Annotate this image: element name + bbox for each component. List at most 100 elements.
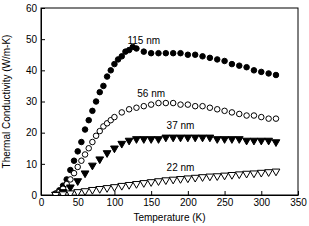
data-point <box>207 55 213 61</box>
y-tick: 0 <box>31 190 45 201</box>
x-tick-label: 350 <box>290 197 307 208</box>
data-point <box>140 137 148 144</box>
data-point <box>222 58 228 64</box>
data-point <box>257 170 265 177</box>
data-point <box>155 137 163 144</box>
data-point <box>236 111 242 117</box>
plot: 0501001502002503003500102030405060115 nm… <box>26 3 307 208</box>
data-point <box>134 105 140 111</box>
data-point <box>147 137 155 144</box>
y-tick: 10 <box>26 159 45 170</box>
data-point <box>71 170 77 176</box>
y-tick-mark <box>41 102 45 103</box>
data-point <box>266 116 272 122</box>
data-point <box>156 50 162 56</box>
x-tick-label: 200 <box>180 197 197 208</box>
data-point <box>257 138 265 145</box>
x-tick: 300 <box>253 191 270 208</box>
y-tick-label: 50 <box>26 34 38 45</box>
data-point <box>244 64 250 70</box>
data-point <box>81 189 89 195</box>
x-tick: 250 <box>217 191 234 208</box>
data-point <box>104 74 110 80</box>
x-tick-mark <box>151 191 152 195</box>
y-tick-mark <box>41 8 45 9</box>
data-point <box>148 50 154 56</box>
series <box>52 135 280 195</box>
data-point <box>184 176 192 183</box>
y-axis: 0102030405060 <box>26 3 45 201</box>
data-point <box>265 138 273 145</box>
y-tick-label: 0 <box>31 190 37 201</box>
series-label: 115 nm <box>127 35 160 46</box>
data-point <box>96 157 104 164</box>
series-label: 22 nm <box>167 162 195 173</box>
data-point <box>79 139 85 145</box>
data-point <box>133 182 141 189</box>
data-point <box>185 52 191 58</box>
data-point <box>162 135 170 142</box>
data-point <box>111 185 119 192</box>
data-point <box>178 102 184 108</box>
data-point <box>147 180 155 187</box>
data-point <box>141 103 147 109</box>
series <box>52 169 280 195</box>
data-point <box>101 83 107 89</box>
series <box>53 44 279 195</box>
y-tick-mark <box>41 195 45 196</box>
data-point <box>141 49 147 55</box>
y-tick: 30 <box>26 96 45 107</box>
y-tick-label: 30 <box>26 96 38 107</box>
x-tick-label: 0 <box>39 197 45 208</box>
data-point <box>90 139 96 145</box>
data-point <box>185 102 191 108</box>
data-point <box>206 174 214 181</box>
y-tick: 20 <box>26 127 45 138</box>
data-point <box>118 141 126 148</box>
data-point <box>125 182 133 189</box>
data-point <box>89 163 97 170</box>
data-point <box>155 179 163 186</box>
plot-frame <box>41 8 298 195</box>
data-point <box>148 102 154 108</box>
data-point <box>108 68 114 74</box>
data-point <box>170 50 176 56</box>
data-point <box>75 164 81 170</box>
data-point <box>75 149 81 155</box>
data-point <box>66 191 74 195</box>
data-point <box>162 178 170 185</box>
data-point <box>251 68 257 74</box>
x-tick-mark <box>298 191 299 195</box>
data-point <box>229 61 235 67</box>
marks <box>52 44 280 195</box>
data-point <box>112 114 118 120</box>
data-point <box>96 187 104 194</box>
data-point <box>213 137 221 144</box>
data-point <box>71 158 77 164</box>
data-point <box>235 172 243 179</box>
data-point <box>243 138 251 145</box>
data-point <box>178 50 184 56</box>
y-axis-title: Thermal Conductivity (W/m-K) <box>1 35 12 169</box>
data-point <box>228 173 236 180</box>
data-point <box>214 57 220 63</box>
data-point <box>191 175 199 182</box>
x-tick: 350 <box>290 191 307 208</box>
x-tick-label: 50 <box>73 197 85 208</box>
data-point <box>81 171 89 178</box>
data-point <box>74 190 82 195</box>
data-point <box>259 114 265 120</box>
data-point <box>221 173 229 180</box>
data-point <box>235 137 243 144</box>
x-tick-label: 150 <box>143 197 160 208</box>
data-point <box>236 63 242 69</box>
data-point <box>251 113 257 119</box>
data-point <box>206 135 214 142</box>
data-point <box>86 145 92 151</box>
data-point <box>213 174 221 181</box>
y-tick-mark <box>41 39 45 40</box>
data-point <box>156 100 162 106</box>
x-axis-line <box>42 195 299 196</box>
data-point <box>103 151 111 158</box>
y-tick-label: 10 <box>26 159 38 170</box>
